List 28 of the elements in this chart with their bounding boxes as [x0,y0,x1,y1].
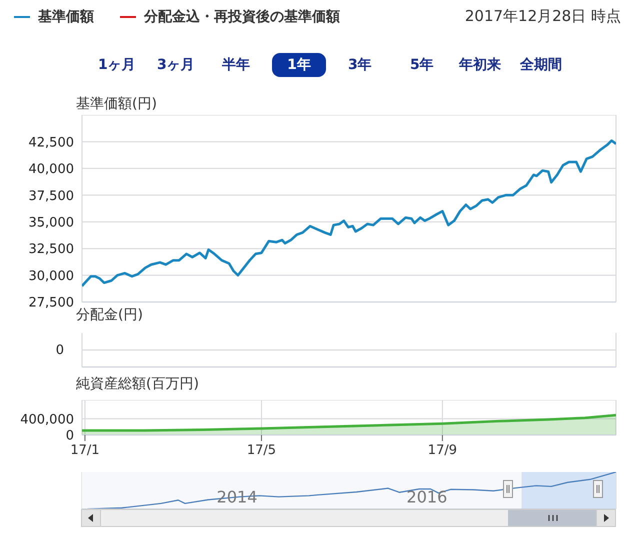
text: 1ヶ月 [98,56,136,75]
x-tick-label: 17/5 [246,443,276,458]
y-axis-title: 基準価額(円) [76,95,157,113]
y-tick-label: 27,500 [28,296,74,311]
y-axis-title: 純資産総額(百万円) [76,375,199,393]
y-tick-label: 37,500 [28,188,74,204]
text: 半年 [222,56,250,75]
text: 3ヶ月 [157,56,195,75]
text: 5年 [410,56,434,75]
y-tick-label: 0 [66,428,74,444]
x-tick-label: 17/1 [70,443,100,458]
text: 2017年12月28日 時点 [464,7,621,26]
text: 分配金(円) [76,306,143,324]
text: 3年 [348,56,372,75]
y-tick-label: 30,000 [28,268,74,284]
text: 年初来 [459,56,501,75]
legend-label: 分配金込・再投資後の基準価額 [144,8,340,26]
y-tick-label: 32,500 [28,242,74,258]
y-tick-label: 35,000 [28,215,74,230]
legend-label: 基準価額 [38,8,94,26]
y-tick-label: 400,000 [20,412,74,428]
y-tick-label: 42,500 [28,135,74,150]
text: 1年 [272,53,326,77]
line-series [82,139,616,288]
x-tick-label: 17/9 [428,443,458,458]
text: 全期間 [520,56,562,75]
y-tick-label: 40,000 [28,162,74,178]
x-tick-label: 2016 [406,487,448,506]
